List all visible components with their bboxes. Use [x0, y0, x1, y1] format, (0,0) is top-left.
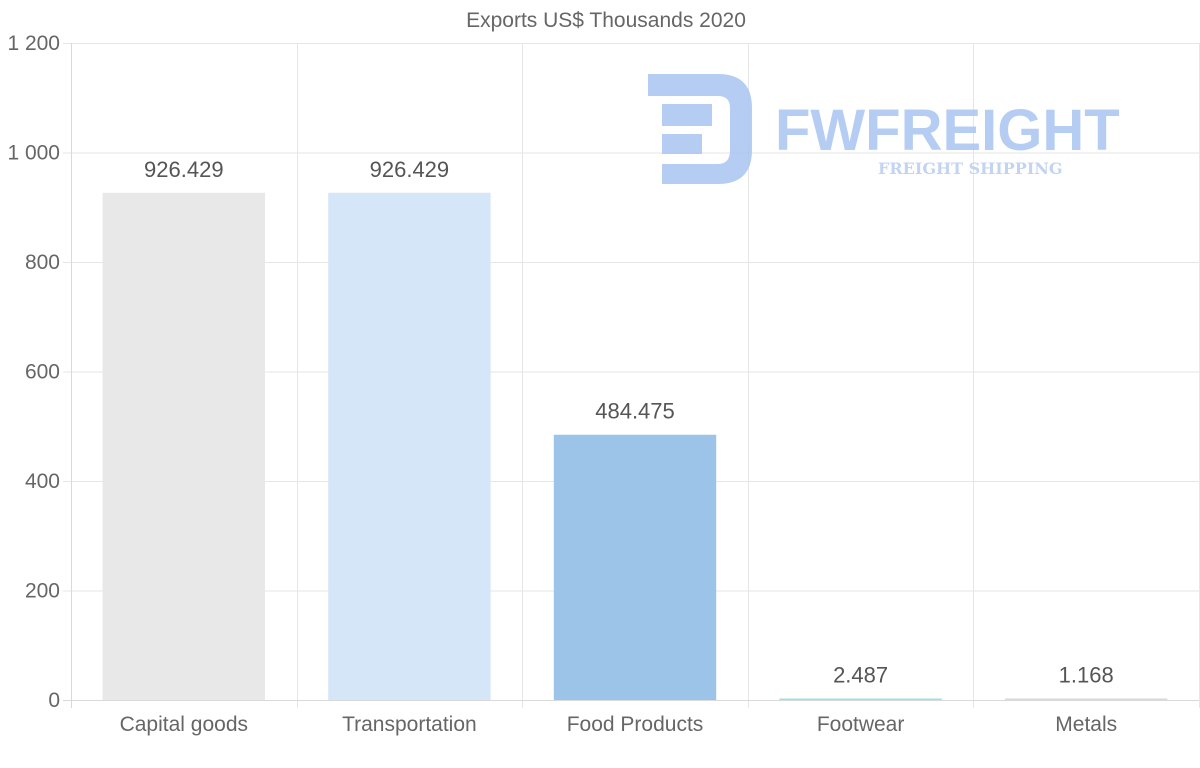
- watermark-logo: FWFREIGHT FREIGHT SHIPPING: [648, 74, 1120, 184]
- watermark-tagline: FREIGHT SHIPPING: [878, 159, 1063, 178]
- bar: [553, 434, 717, 700]
- y-tick-label: 400: [25, 470, 60, 493]
- y-tick-label: 1 000: [7, 142, 60, 165]
- data-label: 926.429: [370, 157, 450, 182]
- bar: [1004, 698, 1168, 700]
- y-tick-label: 200: [25, 580, 60, 603]
- y-tick-label: 800: [25, 251, 60, 274]
- bar: [779, 698, 942, 700]
- y-tick-label: 600: [25, 361, 60, 384]
- y-tick-label: 1 200: [7, 32, 60, 55]
- bar: [328, 192, 491, 700]
- watermark-emblem-icon: [648, 74, 752, 184]
- x-tick-label: Capital goods: [120, 713, 248, 736]
- y-axis: 0 200 400 600 800 1 000 1 200: [7, 32, 60, 712]
- data-label: 2.487: [833, 663, 888, 688]
- value-labels: 926.429 926.429 484.475 2.487 1.168: [144, 157, 1114, 688]
- data-label: 1.168: [1059, 663, 1114, 688]
- bars: [102, 192, 1168, 700]
- x-tick-label: Footwear: [817, 713, 905, 736]
- data-label: 926.429: [144, 157, 224, 182]
- bar: [102, 192, 266, 700]
- x-axis: Capital goods Transportation Food Products…: [120, 713, 1118, 736]
- x-tick-label: Food Products: [567, 713, 704, 736]
- y-tick-label: 0: [48, 689, 60, 712]
- watermark-brand: FWFREIGHT: [775, 98, 1120, 163]
- x-tick-label: Transportation: [342, 713, 477, 736]
- data-label: 484.475: [595, 399, 675, 424]
- x-tick-label: Metals: [1055, 713, 1117, 736]
- chart-title: Exports US$ Thousands 2020: [466, 9, 746, 32]
